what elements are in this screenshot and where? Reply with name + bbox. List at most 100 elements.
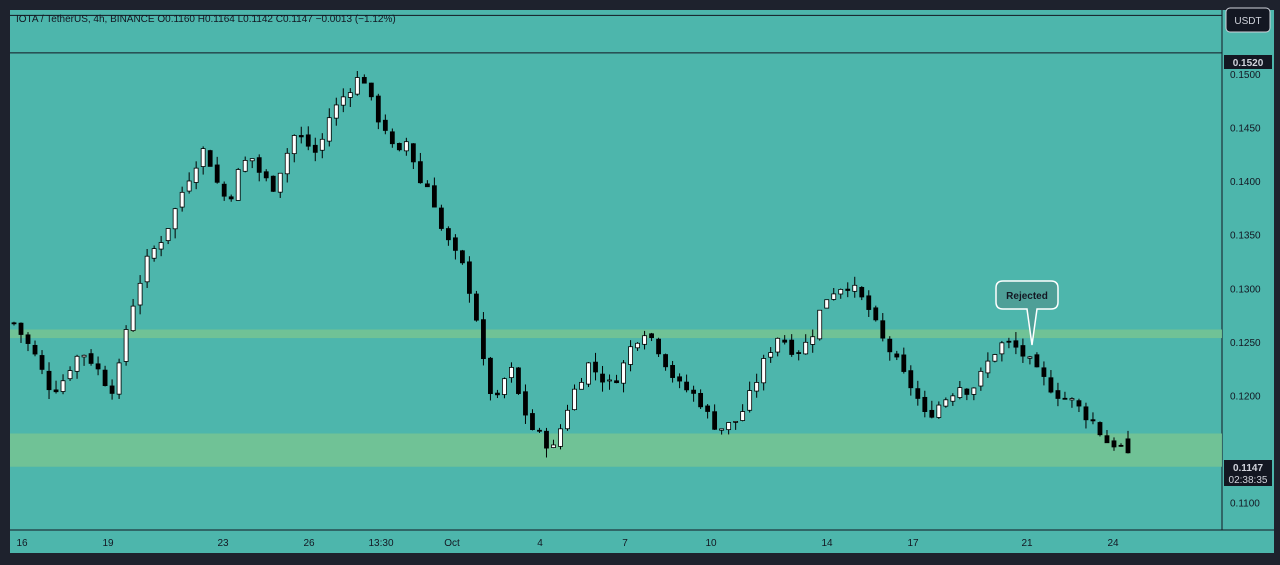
candle [214, 156, 220, 184]
candle-body [628, 346, 633, 365]
candle [824, 299, 830, 309]
candle [431, 177, 437, 208]
candle-body [291, 135, 297, 155]
candle [873, 305, 879, 322]
candle-body [333, 104, 339, 119]
candle-body [775, 337, 781, 353]
candle [908, 365, 914, 396]
candle-body [179, 191, 185, 208]
candle [1034, 352, 1040, 368]
candle [375, 93, 381, 130]
candle-body [845, 288, 851, 291]
candle [1111, 437, 1117, 451]
candle [726, 422, 732, 435]
candle-body [249, 158, 255, 162]
candle [789, 334, 795, 357]
candle [116, 358, 122, 399]
last-price-text: 0.1147 [1233, 463, 1263, 474]
candle-body [1006, 340, 1012, 343]
candle [663, 353, 668, 371]
candle [635, 342, 640, 351]
candle-body [516, 367, 521, 394]
candle [852, 276, 858, 298]
candle-body [1111, 440, 1117, 448]
candle-body [481, 319, 486, 360]
candle [235, 167, 241, 201]
candle-body [32, 344, 38, 355]
candle-body [761, 358, 767, 384]
candle [677, 373, 682, 389]
candle [614, 374, 619, 384]
candle-body [1041, 367, 1047, 377]
candle-body [782, 339, 788, 343]
candle-body [1013, 340, 1019, 348]
candle-body [172, 208, 178, 230]
candle-body [789, 339, 795, 355]
candle-body [186, 180, 192, 192]
candle-body [200, 148, 206, 167]
candle [32, 340, 38, 357]
candle-body [81, 354, 87, 358]
candle [572, 384, 577, 411]
symbol-legend[interactable]: IOTA / TetherUS, 4h, BINANCE O0.1160 H0.… [16, 14, 396, 25]
x-tick-label: 14 [821, 538, 833, 549]
x-tick-label: 24 [1107, 538, 1119, 549]
candle [228, 194, 234, 202]
candle [46, 362, 52, 400]
candle-body [964, 388, 970, 395]
candle [796, 350, 802, 361]
candle [200, 146, 206, 175]
y-tick-label: 0.1100 [1230, 499, 1260, 510]
candle [782, 335, 788, 345]
currency-button[interactable]: USDT [1225, 7, 1271, 33]
candle [74, 354, 80, 379]
candle-body [747, 390, 753, 411]
candle-body [95, 363, 101, 370]
candle [950, 393, 956, 406]
candle-body [424, 183, 430, 188]
candle-body [565, 409, 570, 430]
candle [747, 381, 753, 413]
y-tick-label: 0.1450 [1230, 123, 1261, 134]
last-price-label: 0.1147 02:38:35 [1224, 460, 1272, 486]
candle-body [11, 322, 17, 325]
candle [880, 313, 886, 342]
x-tick-label: 17 [907, 538, 919, 549]
candle [558, 424, 563, 450]
candle [964, 388, 970, 401]
candle-body [593, 361, 598, 373]
zones-layer [10, 329, 1222, 467]
candle [656, 337, 661, 357]
candle-body [284, 152, 290, 175]
price-axis[interactable] [1222, 10, 1274, 530]
candle-body [88, 353, 94, 364]
candle-body [502, 378, 507, 395]
candle [144, 248, 150, 288]
candle-body [438, 207, 444, 229]
candle-body [382, 119, 388, 131]
candle-body [18, 322, 24, 335]
candle-body [572, 388, 577, 411]
candle [474, 290, 479, 322]
candle [866, 290, 872, 317]
top-line-price-text: 0.1520 [1233, 58, 1264, 69]
horizontal-lines-layer [10, 14, 1222, 54]
candle [733, 420, 739, 430]
top-line-price-label: 0.1520 [1224, 55, 1272, 69]
candle-body [656, 338, 661, 355]
candle-body [873, 307, 879, 321]
candle-body [319, 138, 325, 151]
candle [298, 126, 304, 144]
candle-body [137, 282, 143, 306]
candle-body [298, 135, 304, 138]
y-tick-label: 0.1500 [1230, 70, 1261, 81]
time-axis[interactable] [10, 530, 1222, 553]
callout-text: Rejected [1006, 291, 1048, 302]
candle-body [768, 352, 774, 358]
candle-body [207, 150, 213, 167]
candle [340, 88, 346, 113]
candle [361, 74, 367, 84]
candle-body [39, 355, 45, 370]
